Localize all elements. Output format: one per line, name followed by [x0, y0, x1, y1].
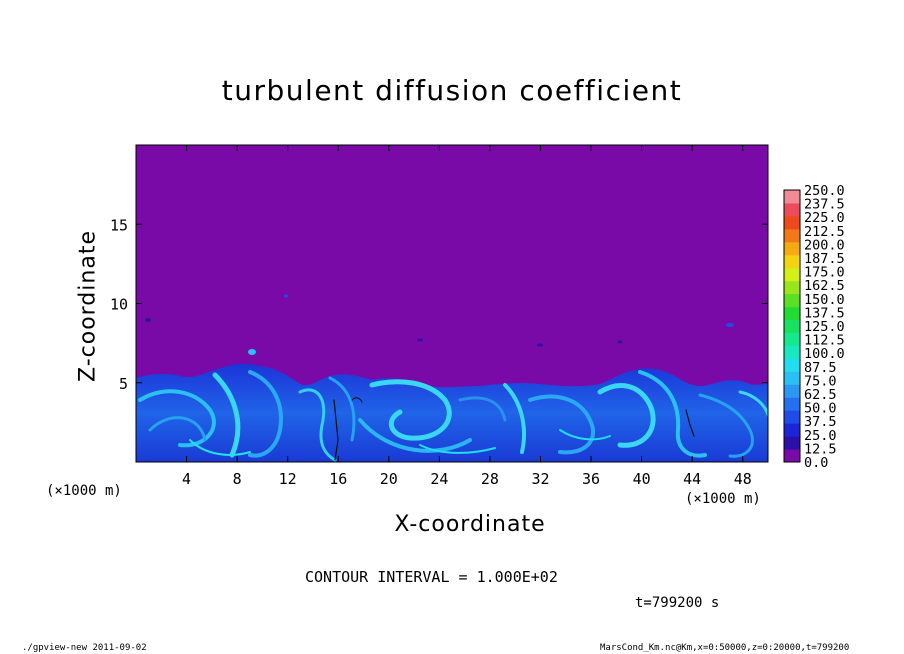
x-axis-label: X-coordinate [394, 512, 546, 537]
colorbar-label: 87.5 [804, 360, 837, 376]
colorbar-swatch [784, 215, 800, 230]
y-tick-label: 15 [110, 216, 128, 234]
colorbar: 0.012.525.037.550.062.575.087.5100.0112.… [783, 183, 845, 471]
x-tick-label: 48 [734, 470, 752, 488]
x-axis-unit-right: (×1000 m) [685, 491, 761, 507]
colorbar-swatch [784, 202, 800, 217]
colorbar-swatch [784, 319, 800, 333]
y-tick-label: 10 [110, 296, 128, 314]
x-axis: 4 8 12 16 20 24 28 32 36 40 44 48 [182, 145, 752, 488]
colorbar-swatch [784, 293, 800, 308]
colorbar-label: 187.5 [804, 251, 845, 267]
x-tick-label: 16 [329, 470, 347, 488]
colorbar-swatch [784, 241, 800, 256]
contour-interval-note: CONTOUR INTERVAL = 1.000E+02 [305, 568, 558, 586]
colorbar-label: 250.0 [804, 183, 845, 199]
colorbar-label: 125.0 [804, 319, 845, 335]
colorbar-swatch [784, 228, 800, 243]
colorbar-swatch [784, 280, 800, 295]
colorbar-label: 75.0 [804, 373, 837, 389]
colorbar-label: 137.5 [804, 305, 845, 321]
colorbar-swatch [784, 371, 800, 385]
colorbar-label: 100.0 [804, 346, 845, 362]
colorbar-swatch [784, 449, 800, 463]
colorbar-label: 200.0 [804, 237, 845, 253]
x-tick-label: 40 [633, 470, 651, 488]
colorbar-swatch [784, 410, 800, 424]
colorbar-label: 112.5 [804, 333, 845, 349]
colorbar-swatch [784, 358, 800, 372]
colorbar-label: 175.0 [804, 265, 845, 281]
colorbar-swatch [784, 436, 800, 450]
colorbar-label: 225.0 [804, 210, 845, 226]
footer-left: ./gpview-new 2011-09-02 [22, 643, 147, 653]
colorbar-swatch [784, 345, 800, 359]
colorbar-swatch [784, 397, 800, 411]
y-tick-label: 5 [119, 375, 128, 393]
colorbar-swatch [784, 190, 800, 204]
x-tick-label: 36 [582, 470, 600, 488]
colorbar-swatch [784, 423, 800, 437]
colorbar-swatch [784, 254, 800, 269]
x-tick-label: 44 [683, 470, 701, 488]
colorbar-label: 0.0 [804, 455, 828, 471]
colorbar-label: 37.5 [804, 414, 837, 430]
x-tick-label: 32 [531, 470, 549, 488]
x-tick-label: 12 [279, 470, 297, 488]
colorbar-label: 12.5 [804, 441, 837, 457]
colorbar-label: 25.0 [804, 428, 837, 444]
colorbar-swatch [784, 332, 800, 346]
colorbar-label: 237.5 [804, 197, 845, 213]
footer-right: MarsCond_Km.nc@Km,x=0:50000,z=0:20000,t=… [600, 643, 850, 653]
y-axis-label: Z-coordinate [75, 230, 101, 382]
colorbar-label: 212.5 [804, 224, 845, 240]
colorbar-swatch [784, 267, 800, 282]
x-axis-unit-left: (×1000 m) [46, 483, 122, 499]
isolated-patches [145, 294, 734, 355]
time-label: t=799200 s [635, 595, 720, 611]
turbulent-layer [136, 294, 768, 462]
y-axis: 5 10 15 [110, 216, 768, 393]
x-tick-label: 24 [430, 470, 448, 488]
chart-title: turbulent diffusion coefficient [221, 74, 683, 107]
colorbar-frame [783, 189, 801, 463]
x-tick-label: 28 [481, 470, 499, 488]
colorbar-label: 62.5 [804, 387, 837, 403]
colorbar-swatch [784, 306, 800, 321]
x-tick-label: 4 [182, 470, 191, 488]
x-tick-label: 8 [233, 470, 242, 488]
colorbar-label: 162.5 [804, 278, 845, 294]
x-tick-label: 20 [380, 470, 398, 488]
colorbar-label: 50.0 [804, 401, 837, 417]
colorbar-swatch [784, 384, 800, 398]
colorbar-label: 150.0 [804, 292, 845, 308]
turbulent-eddies [138, 370, 768, 462]
plot-area [135, 144, 769, 463]
